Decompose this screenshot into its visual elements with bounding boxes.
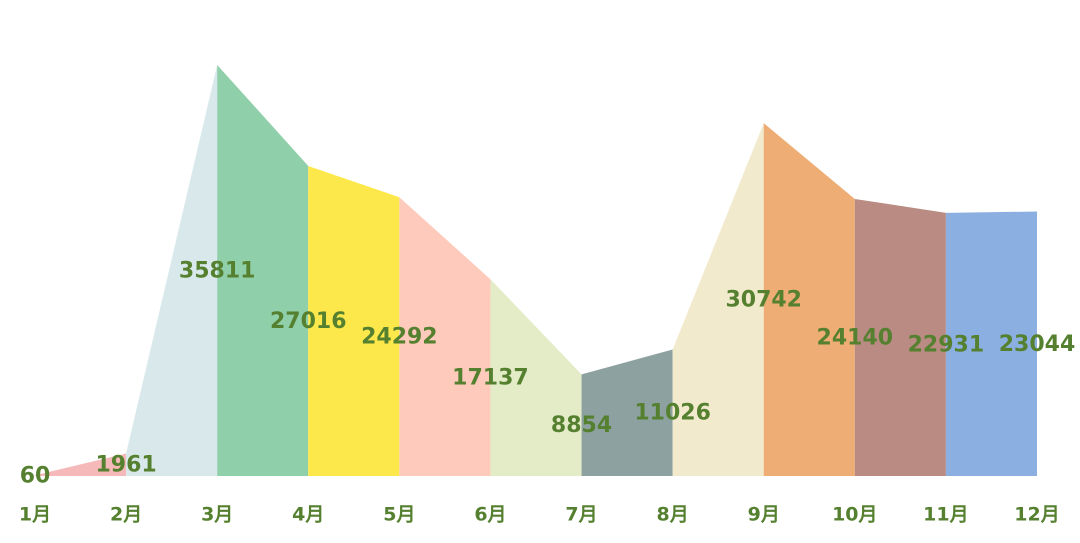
x-tick-label: 8月 <box>657 504 689 526</box>
value-label: 8854 <box>551 413 612 438</box>
x-tick-label: 5月 <box>383 504 415 526</box>
area-segment <box>399 197 491 477</box>
value-label: 11026 <box>634 401 711 426</box>
value-label: 24140 <box>817 325 894 350</box>
area-segment <box>945 211 1037 476</box>
value-label: 1961 <box>95 453 156 478</box>
x-tick-label: 2月 <box>110 504 142 526</box>
x-tick-label: 12月 <box>1014 504 1059 526</box>
x-tick-label: 7月 <box>565 504 597 526</box>
area-segment <box>581 349 673 476</box>
x-tick-label: 3月 <box>201 504 233 526</box>
area-segment <box>490 279 582 476</box>
area-segment <box>308 165 400 476</box>
value-label: 60 <box>20 464 51 489</box>
value-label: 17137 <box>452 366 529 391</box>
area-segment <box>672 123 764 476</box>
area-segment <box>763 123 855 476</box>
value-label: 24292 <box>361 325 438 350</box>
value-label: 23044 <box>999 332 1076 357</box>
x-tick-label: 11月 <box>923 504 968 526</box>
value-label: 35811 <box>179 259 256 284</box>
area-segment <box>217 65 309 476</box>
x-tick-label: 10月 <box>832 504 877 526</box>
area-segment <box>854 198 946 476</box>
value-label: 27016 <box>270 309 347 334</box>
x-tick-label: 1月 <box>19 504 51 526</box>
area-segment <box>126 65 218 476</box>
x-tick-label: 9月 <box>748 504 780 526</box>
x-tick-label: 4月 <box>292 504 324 526</box>
x-tick-label: 6月 <box>474 504 506 526</box>
area-segment <box>35 453 127 476</box>
value-label: 22931 <box>908 332 985 357</box>
value-label: 30742 <box>725 288 802 313</box>
